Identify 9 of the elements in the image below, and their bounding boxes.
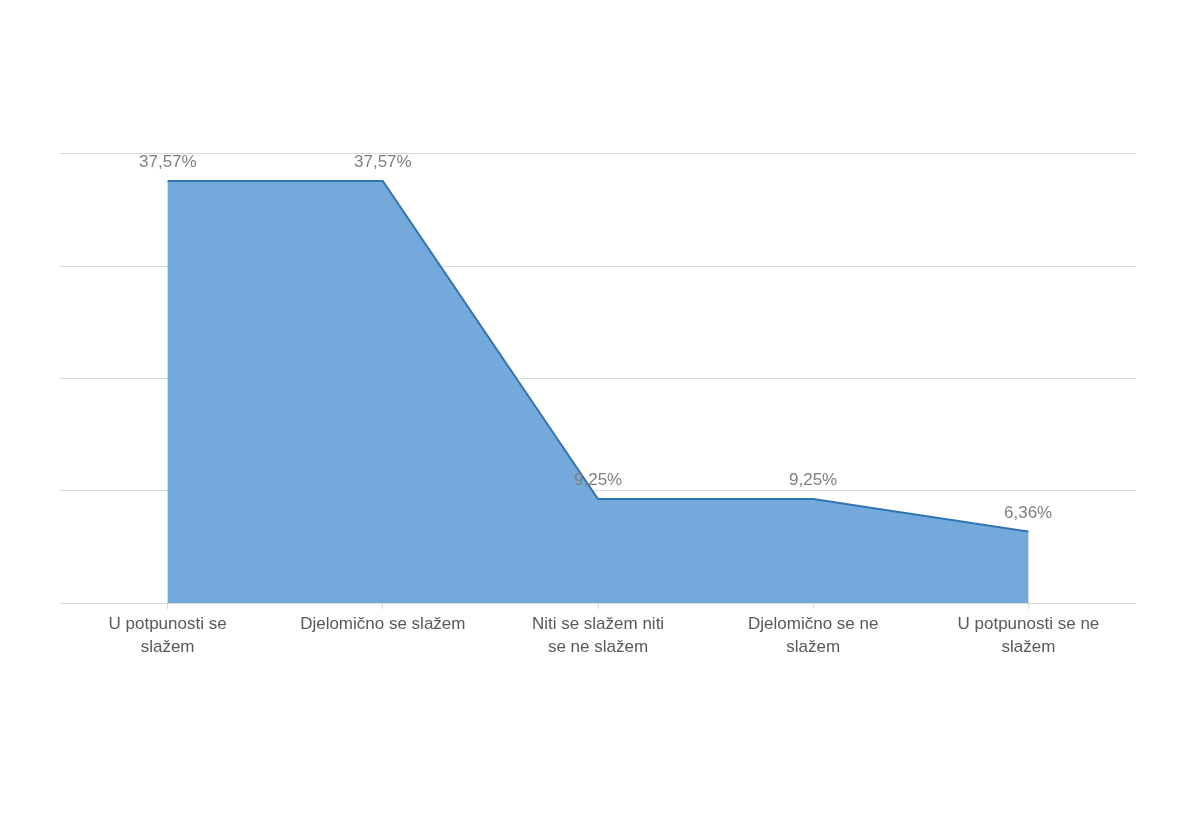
x-tick-label: U potpunosti se ne slažem xyxy=(957,614,1100,656)
x-tick-label: Niti se slažem niti se ne slažem xyxy=(531,614,665,656)
x-tick-label: Djelomično se slažem xyxy=(300,614,466,634)
x-tick-label: Djelomično se ne slažem xyxy=(748,614,879,656)
data-label: 37,57% xyxy=(139,152,197,171)
data-label: 6,36% xyxy=(1004,503,1053,522)
data-label: 9,25% xyxy=(789,470,838,489)
data-label: 37,57% xyxy=(354,152,412,171)
x-tick-label: U potpunosti se slažem xyxy=(108,614,227,656)
